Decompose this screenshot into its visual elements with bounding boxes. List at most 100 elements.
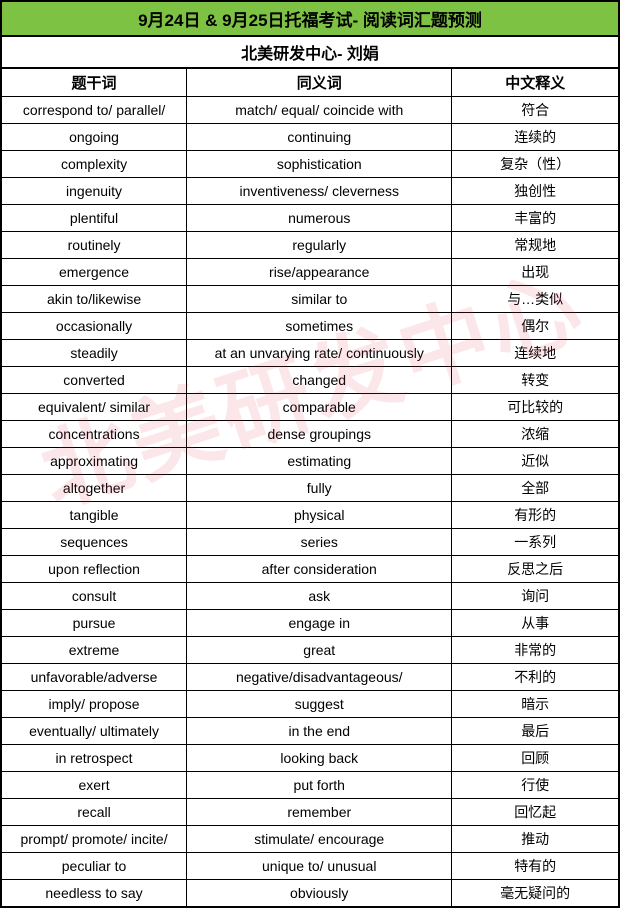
vocab-table-container: 北美研发中心 9月24日 & 9月25日托福考试- 阅读词汇题预测 北美研发中心… xyxy=(0,0,620,908)
term-cell: correspond to/ parallel/ xyxy=(2,97,187,124)
chinese-cell: 独创性 xyxy=(452,178,619,205)
chinese-cell: 最后 xyxy=(452,718,619,745)
chinese-cell: 转变 xyxy=(452,367,619,394)
term-cell: altogether xyxy=(2,475,187,502)
term-cell: extreme xyxy=(2,637,187,664)
chinese-cell: 从事 xyxy=(452,610,619,637)
header-synonym: 同义词 xyxy=(187,69,452,97)
synonym-cell: fully xyxy=(187,475,452,502)
table-row: exertput forth行使 xyxy=(2,772,619,799)
table-row: consultask询问 xyxy=(2,583,619,610)
term-cell: emergence xyxy=(2,259,187,286)
term-cell: eventually/ ultimately xyxy=(2,718,187,745)
synonym-cell: ask xyxy=(187,583,452,610)
term-cell: plentiful xyxy=(2,205,187,232)
chinese-cell: 毫无疑问的 xyxy=(452,880,619,907)
chinese-cell: 回顾 xyxy=(452,745,619,772)
table-row: correspond to/ parallel/match/ equal/ co… xyxy=(2,97,619,124)
table-row: steadilyat an unvarying rate/ continuous… xyxy=(2,340,619,367)
table-row: extremegreat非常的 xyxy=(2,637,619,664)
term-cell: equivalent/ similar xyxy=(2,394,187,421)
term-cell: converted xyxy=(2,367,187,394)
synonym-cell: series xyxy=(187,529,452,556)
chinese-cell: 非常的 xyxy=(452,637,619,664)
term-cell: ingenuity xyxy=(2,178,187,205)
term-cell: concentrations xyxy=(2,421,187,448)
term-cell: occasionally xyxy=(2,313,187,340)
chinese-cell: 回忆起 xyxy=(452,799,619,826)
table-row: ongoingcontinuing连续的 xyxy=(2,124,619,151)
synonym-cell: great xyxy=(187,637,452,664)
chinese-cell: 复杂（性） xyxy=(452,151,619,178)
chinese-cell: 行使 xyxy=(452,772,619,799)
term-cell: approximating xyxy=(2,448,187,475)
term-cell: peculiar to xyxy=(2,853,187,880)
chinese-cell: 有形的 xyxy=(452,502,619,529)
term-cell: pursue xyxy=(2,610,187,637)
table-row: prompt/ promote/ incite/stimulate/ encou… xyxy=(2,826,619,853)
term-cell: consult xyxy=(2,583,187,610)
synonym-cell: changed xyxy=(187,367,452,394)
main-title: 9月24日 & 9月25日托福考试- 阅读词汇题预测 xyxy=(1,1,619,36)
subtitle: 北美研发中心- 刘娟 xyxy=(1,36,619,68)
synonym-cell: sometimes xyxy=(187,313,452,340)
synonym-cell: numerous xyxy=(187,205,452,232)
table-row: pursueengage in从事 xyxy=(2,610,619,637)
chinese-cell: 偶尔 xyxy=(452,313,619,340)
synonym-cell: engage in xyxy=(187,610,452,637)
table-row: plentifulnumerous丰富的 xyxy=(2,205,619,232)
chinese-cell: 可比较的 xyxy=(452,394,619,421)
table-row: imply/ proposesuggest暗示 xyxy=(2,691,619,718)
synonym-cell: regularly xyxy=(187,232,452,259)
chinese-cell: 浓缩 xyxy=(452,421,619,448)
synonym-cell: remember xyxy=(187,799,452,826)
chinese-cell: 反思之后 xyxy=(452,556,619,583)
table-body: correspond to/ parallel/match/ equal/ co… xyxy=(2,97,619,907)
synonym-cell: inventiveness/ cleverness xyxy=(187,178,452,205)
synonym-cell: match/ equal/ coincide with xyxy=(187,97,452,124)
table-row: recallremember回忆起 xyxy=(2,799,619,826)
synonym-cell: dense groupings xyxy=(187,421,452,448)
term-cell: imply/ propose xyxy=(2,691,187,718)
synonym-cell: suggest xyxy=(187,691,452,718)
table-row: sequencesseries一系列 xyxy=(2,529,619,556)
synonym-cell: rise/appearance xyxy=(187,259,452,286)
table-row: unfavorable/adversenegative/disadvantage… xyxy=(2,664,619,691)
term-cell: akin to/likewise xyxy=(2,286,187,313)
term-cell: recall xyxy=(2,799,187,826)
header-chinese: 中文释义 xyxy=(452,69,619,97)
table-row: tangiblephysical有形的 xyxy=(2,502,619,529)
term-cell: routinely xyxy=(2,232,187,259)
table-row: upon reflectionafter consideration反思之后 xyxy=(2,556,619,583)
term-cell: prompt/ promote/ incite/ xyxy=(2,826,187,853)
term-cell: tangible xyxy=(2,502,187,529)
term-cell: unfavorable/adverse xyxy=(2,664,187,691)
synonym-cell: obviously xyxy=(187,880,452,907)
synonym-cell: in the end xyxy=(187,718,452,745)
chinese-cell: 一系列 xyxy=(452,529,619,556)
table-row: occasionallysometimes偶尔 xyxy=(2,313,619,340)
chinese-cell: 询问 xyxy=(452,583,619,610)
synonym-cell: estimating xyxy=(187,448,452,475)
header-term: 题干词 xyxy=(2,69,187,97)
chinese-cell: 出现 xyxy=(452,259,619,286)
term-cell: ongoing xyxy=(2,124,187,151)
term-cell: needless to say xyxy=(2,880,187,907)
synonym-cell: after consideration xyxy=(187,556,452,583)
synonym-cell: looking back xyxy=(187,745,452,772)
synonym-cell: put forth xyxy=(187,772,452,799)
synonym-cell: physical xyxy=(187,502,452,529)
term-cell: steadily xyxy=(2,340,187,367)
term-cell: upon reflection xyxy=(2,556,187,583)
synonym-cell: sophistication xyxy=(187,151,452,178)
synonym-cell: unique to/ unusual xyxy=(187,853,452,880)
chinese-cell: 常规地 xyxy=(452,232,619,259)
chinese-cell: 特有的 xyxy=(452,853,619,880)
synonym-cell: continuing xyxy=(187,124,452,151)
chinese-cell: 全部 xyxy=(452,475,619,502)
synonym-cell: negative/disadvantageous/ xyxy=(187,664,452,691)
synonym-cell: similar to xyxy=(187,286,452,313)
chinese-cell: 丰富的 xyxy=(452,205,619,232)
term-cell: complexity xyxy=(2,151,187,178)
table-row: in retrospectlooking back回顾 xyxy=(2,745,619,772)
